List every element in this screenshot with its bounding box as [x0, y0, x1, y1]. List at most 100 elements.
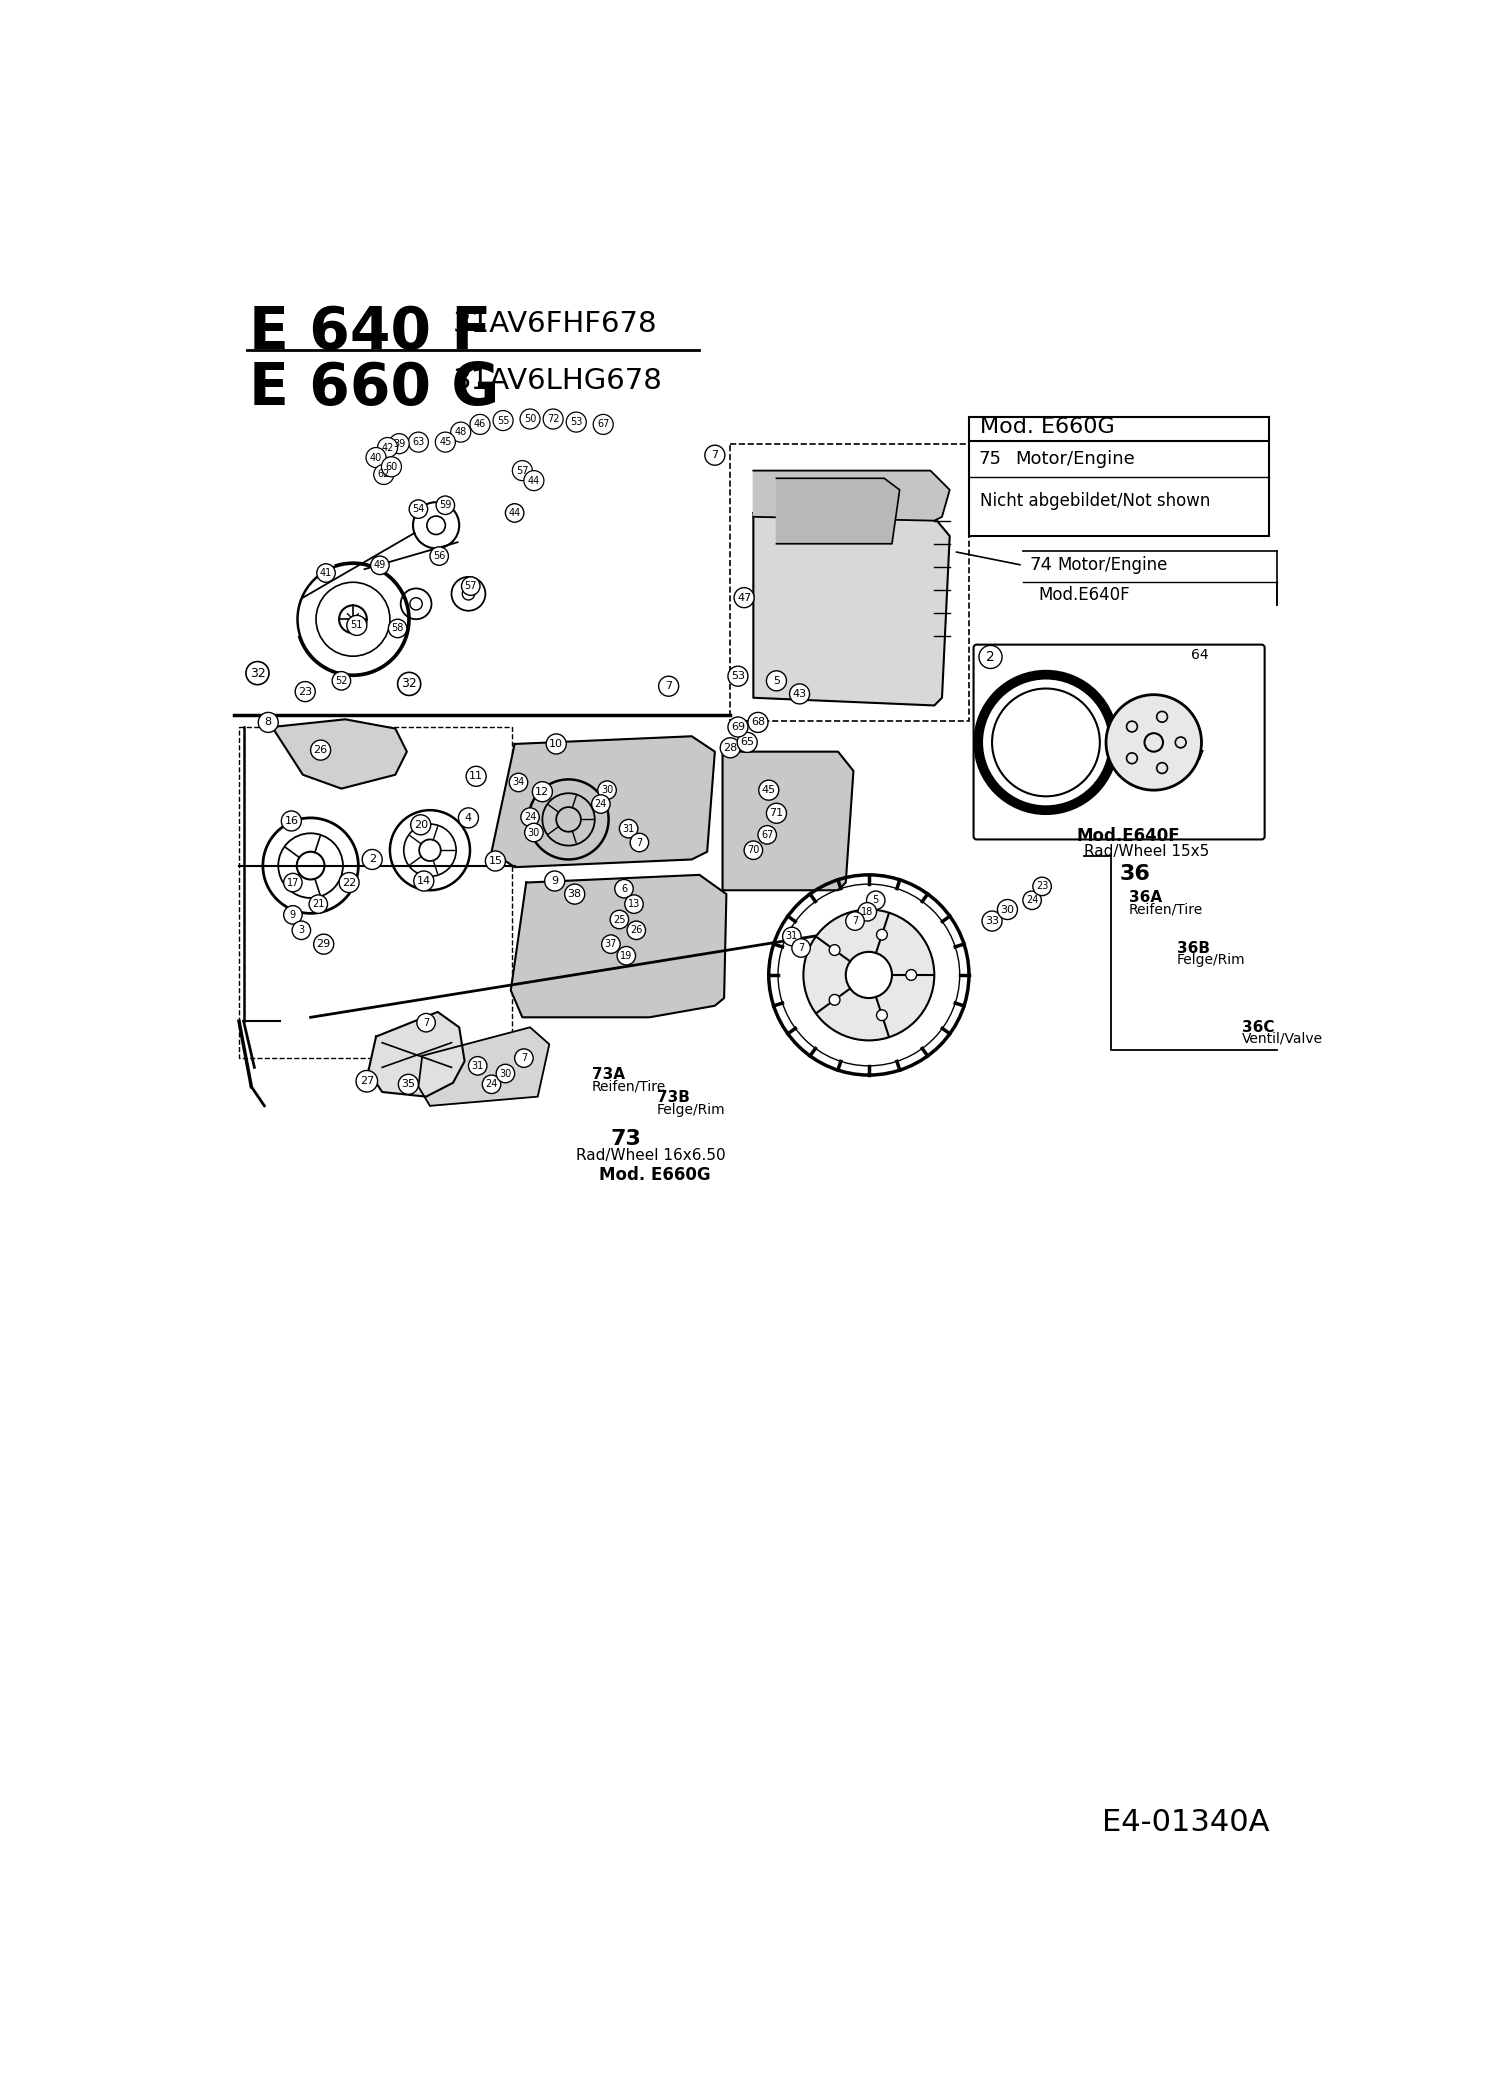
Text: Felge/Rim: Felge/Rim: [1178, 954, 1245, 967]
Circle shape: [616, 946, 636, 965]
Text: 31AV6LHG678: 31AV6LHG678: [453, 366, 663, 396]
Circle shape: [728, 666, 748, 687]
Text: Reifen/Tire: Reifen/Tire: [1130, 902, 1203, 917]
Text: 47: 47: [736, 592, 752, 603]
Circle shape: [610, 910, 628, 929]
Text: 46: 46: [474, 419, 486, 429]
Text: 4: 4: [465, 812, 472, 823]
Circle shape: [720, 739, 741, 758]
Circle shape: [282, 810, 302, 831]
Circle shape: [532, 781, 552, 802]
Circle shape: [378, 437, 398, 458]
Circle shape: [410, 500, 428, 519]
Text: 75: 75: [978, 450, 1000, 469]
Text: 54: 54: [413, 504, 424, 515]
Text: 55: 55: [496, 417, 510, 425]
Text: 2: 2: [986, 651, 994, 663]
Text: 10: 10: [549, 739, 562, 749]
Text: 70: 70: [747, 846, 759, 856]
Text: 31: 31: [786, 931, 798, 942]
Text: 33: 33: [986, 917, 999, 925]
Text: 32: 32: [402, 678, 417, 691]
Circle shape: [513, 460, 532, 481]
Circle shape: [620, 820, 638, 837]
Circle shape: [598, 781, 616, 800]
Text: 53: 53: [570, 417, 582, 427]
Text: 50: 50: [524, 414, 536, 425]
Circle shape: [520, 408, 540, 429]
Polygon shape: [753, 471, 950, 521]
Text: Mod. E660G: Mod. E660G: [981, 417, 1114, 437]
Circle shape: [292, 921, 310, 940]
Text: 39: 39: [393, 440, 405, 448]
Text: 73B: 73B: [657, 1090, 690, 1105]
Circle shape: [483, 1076, 501, 1093]
Polygon shape: [369, 1011, 465, 1097]
Text: 36: 36: [1119, 864, 1150, 883]
Text: 30: 30: [602, 785, 613, 795]
Text: 65: 65: [740, 737, 754, 747]
Circle shape: [486, 852, 506, 871]
Circle shape: [524, 471, 544, 490]
Text: 3: 3: [298, 925, 304, 936]
Circle shape: [566, 412, 586, 431]
Text: Mod.E640F: Mod.E640F: [1038, 586, 1130, 605]
Circle shape: [388, 433, 410, 454]
Text: 9: 9: [290, 910, 296, 921]
Circle shape: [876, 929, 888, 940]
Circle shape: [615, 879, 633, 898]
Polygon shape: [272, 720, 406, 789]
Circle shape: [314, 933, 333, 954]
Text: 27: 27: [360, 1076, 374, 1086]
Text: 2: 2: [369, 854, 376, 864]
Circle shape: [830, 944, 840, 957]
Circle shape: [792, 940, 810, 957]
Text: 29: 29: [316, 940, 332, 948]
Polygon shape: [512, 875, 726, 1017]
Circle shape: [339, 873, 358, 892]
Circle shape: [417, 1013, 435, 1032]
Text: 64: 64: [1191, 649, 1209, 661]
Circle shape: [982, 910, 1002, 931]
Circle shape: [494, 410, 513, 431]
Circle shape: [510, 772, 528, 791]
Circle shape: [846, 952, 892, 998]
Circle shape: [830, 994, 840, 1005]
Circle shape: [783, 927, 801, 946]
Text: 60: 60: [386, 463, 398, 471]
Text: Nicht abgebildet/Not shown: Nicht abgebildet/Not shown: [981, 492, 1210, 511]
Circle shape: [1034, 877, 1052, 896]
Text: 34: 34: [513, 777, 525, 787]
Text: 31: 31: [622, 825, 634, 833]
Text: 30: 30: [528, 827, 540, 837]
Text: 48: 48: [454, 427, 466, 437]
Text: 23: 23: [298, 687, 312, 697]
Circle shape: [759, 781, 778, 800]
Polygon shape: [777, 479, 900, 544]
Text: 5: 5: [772, 676, 780, 687]
Text: 43: 43: [792, 689, 807, 699]
Text: 16: 16: [285, 816, 298, 827]
Circle shape: [370, 557, 388, 576]
Circle shape: [462, 578, 480, 594]
Circle shape: [858, 902, 876, 921]
Text: 40: 40: [370, 452, 382, 463]
Circle shape: [506, 504, 524, 521]
Text: E 660 G: E 660 G: [249, 360, 500, 417]
Circle shape: [356, 1070, 378, 1093]
Circle shape: [514, 1049, 532, 1067]
Circle shape: [766, 804, 786, 823]
Text: 69: 69: [730, 722, 746, 733]
Circle shape: [748, 712, 768, 733]
Text: Rad/Wheel 15x5: Rad/Wheel 15x5: [1084, 843, 1209, 858]
Text: 62: 62: [378, 469, 390, 479]
Text: 51: 51: [351, 620, 363, 630]
Circle shape: [525, 823, 543, 841]
Bar: [730, 444, 969, 720]
Text: 68: 68: [752, 718, 765, 728]
Circle shape: [846, 913, 864, 929]
Text: 15: 15: [489, 856, 502, 867]
Circle shape: [309, 896, 327, 913]
Text: 12: 12: [536, 787, 549, 797]
Text: 36B: 36B: [1178, 942, 1210, 957]
